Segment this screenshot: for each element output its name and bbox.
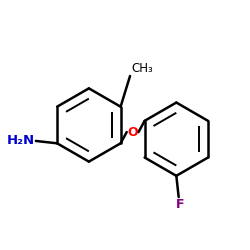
Text: O: O xyxy=(127,126,138,138)
Text: H₂N: H₂N xyxy=(6,134,35,147)
Text: CH₃: CH₃ xyxy=(131,62,153,75)
Text: F: F xyxy=(176,198,184,211)
